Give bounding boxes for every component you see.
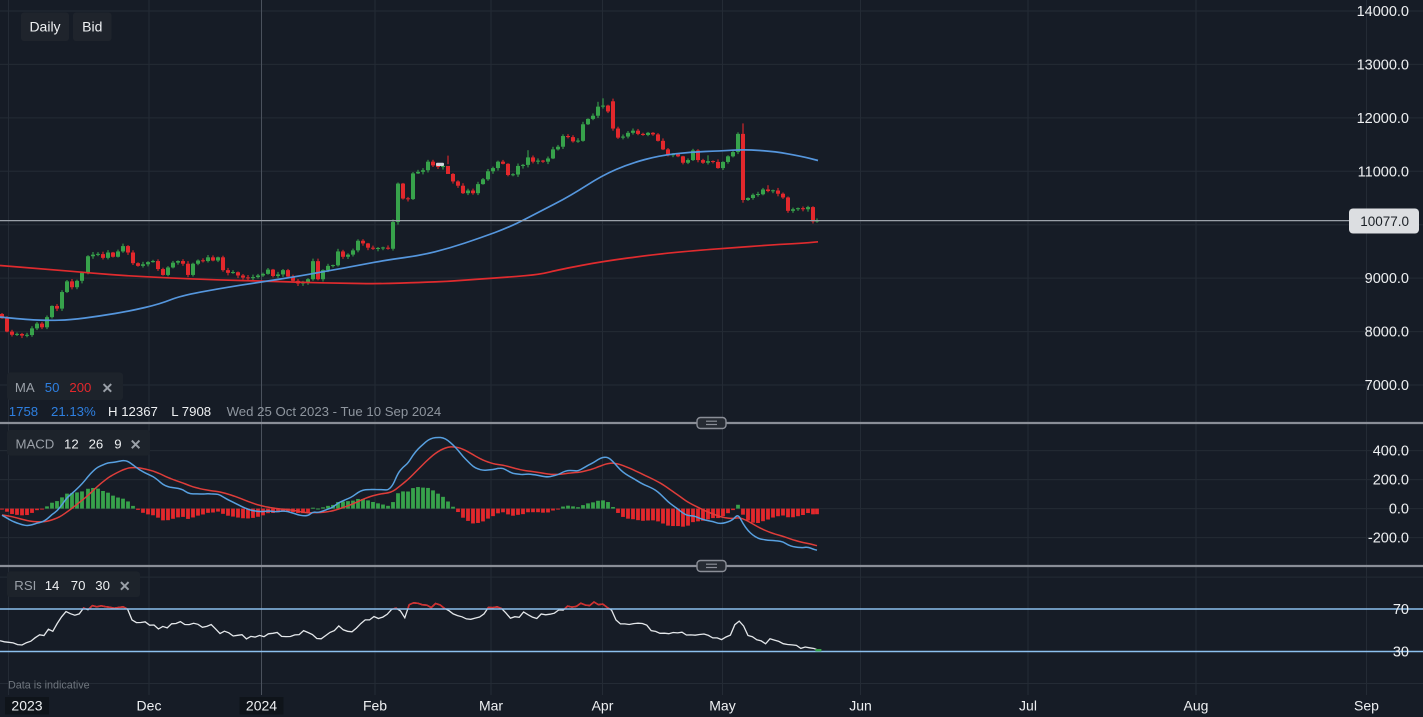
svg-text:Apr: Apr bbox=[592, 698, 614, 714]
svg-text:Jul: Jul bbox=[1019, 698, 1037, 714]
svg-text:12: 12 bbox=[64, 437, 79, 452]
svg-text:7000.0: 7000.0 bbox=[1365, 378, 1409, 394]
svg-text:Feb: Feb bbox=[363, 698, 387, 714]
svg-text:H 12367: H 12367 bbox=[108, 404, 158, 419]
svg-text:200.0: 200.0 bbox=[1373, 473, 1409, 489]
svg-text:✕: ✕ bbox=[119, 578, 131, 594]
svg-text:11000.0: 11000.0 bbox=[1358, 164, 1409, 180]
svg-text:Jun: Jun bbox=[849, 698, 872, 714]
svg-text:✕: ✕ bbox=[102, 380, 114, 396]
svg-text:MACD: MACD bbox=[16, 437, 55, 452]
svg-text:Data is indicative: Data is indicative bbox=[8, 680, 90, 692]
svg-text:9000.0: 9000.0 bbox=[1365, 271, 1409, 287]
svg-text:30: 30 bbox=[95, 578, 110, 593]
svg-text:MA: MA bbox=[15, 380, 35, 395]
svg-text:✕: ✕ bbox=[130, 437, 142, 453]
svg-text:30: 30 bbox=[1393, 645, 1409, 661]
svg-text:10077.0: 10077.0 bbox=[1360, 214, 1409, 229]
svg-text:26: 26 bbox=[89, 437, 104, 452]
svg-text:14: 14 bbox=[45, 578, 60, 593]
svg-text:14000.0: 14000.0 bbox=[1357, 4, 1409, 20]
svg-text:200: 200 bbox=[69, 380, 91, 395]
svg-text:-200.0: -200.0 bbox=[1368, 531, 1409, 547]
svg-text:70: 70 bbox=[1393, 602, 1409, 618]
svg-text:50: 50 bbox=[45, 380, 60, 395]
svg-text:Wed 25 Oct 2023 - Tue 10 Sep 2: Wed 25 Oct 2023 - Tue 10 Sep 2024 bbox=[227, 404, 442, 419]
svg-text:1758: 1758 bbox=[9, 404, 38, 419]
svg-text:2024: 2024 bbox=[246, 698, 277, 714]
svg-text:Mar: Mar bbox=[479, 698, 503, 714]
svg-text:70: 70 bbox=[71, 578, 86, 593]
svg-text:RSI: RSI bbox=[14, 578, 36, 593]
svg-text:May: May bbox=[709, 698, 735, 714]
svg-text:400.0: 400.0 bbox=[1373, 444, 1409, 460]
svg-text:Daily: Daily bbox=[29, 19, 60, 35]
svg-text:0.0: 0.0 bbox=[1389, 502, 1409, 518]
svg-text:13000.0: 13000.0 bbox=[1357, 57, 1409, 73]
svg-text:8000.0: 8000.0 bbox=[1365, 325, 1409, 341]
svg-text:Bid: Bid bbox=[82, 19, 102, 35]
svg-text:2023: 2023 bbox=[11, 698, 42, 714]
svg-text:9: 9 bbox=[114, 437, 121, 452]
svg-text:L 7908: L 7908 bbox=[171, 404, 211, 419]
svg-text:21.13%: 21.13% bbox=[51, 404, 96, 419]
svg-text:Dec: Dec bbox=[137, 698, 162, 714]
svg-text:12000.0: 12000.0 bbox=[1357, 111, 1409, 127]
svg-text:Sep: Sep bbox=[1354, 698, 1379, 714]
svg-text:Aug: Aug bbox=[1184, 698, 1209, 714]
